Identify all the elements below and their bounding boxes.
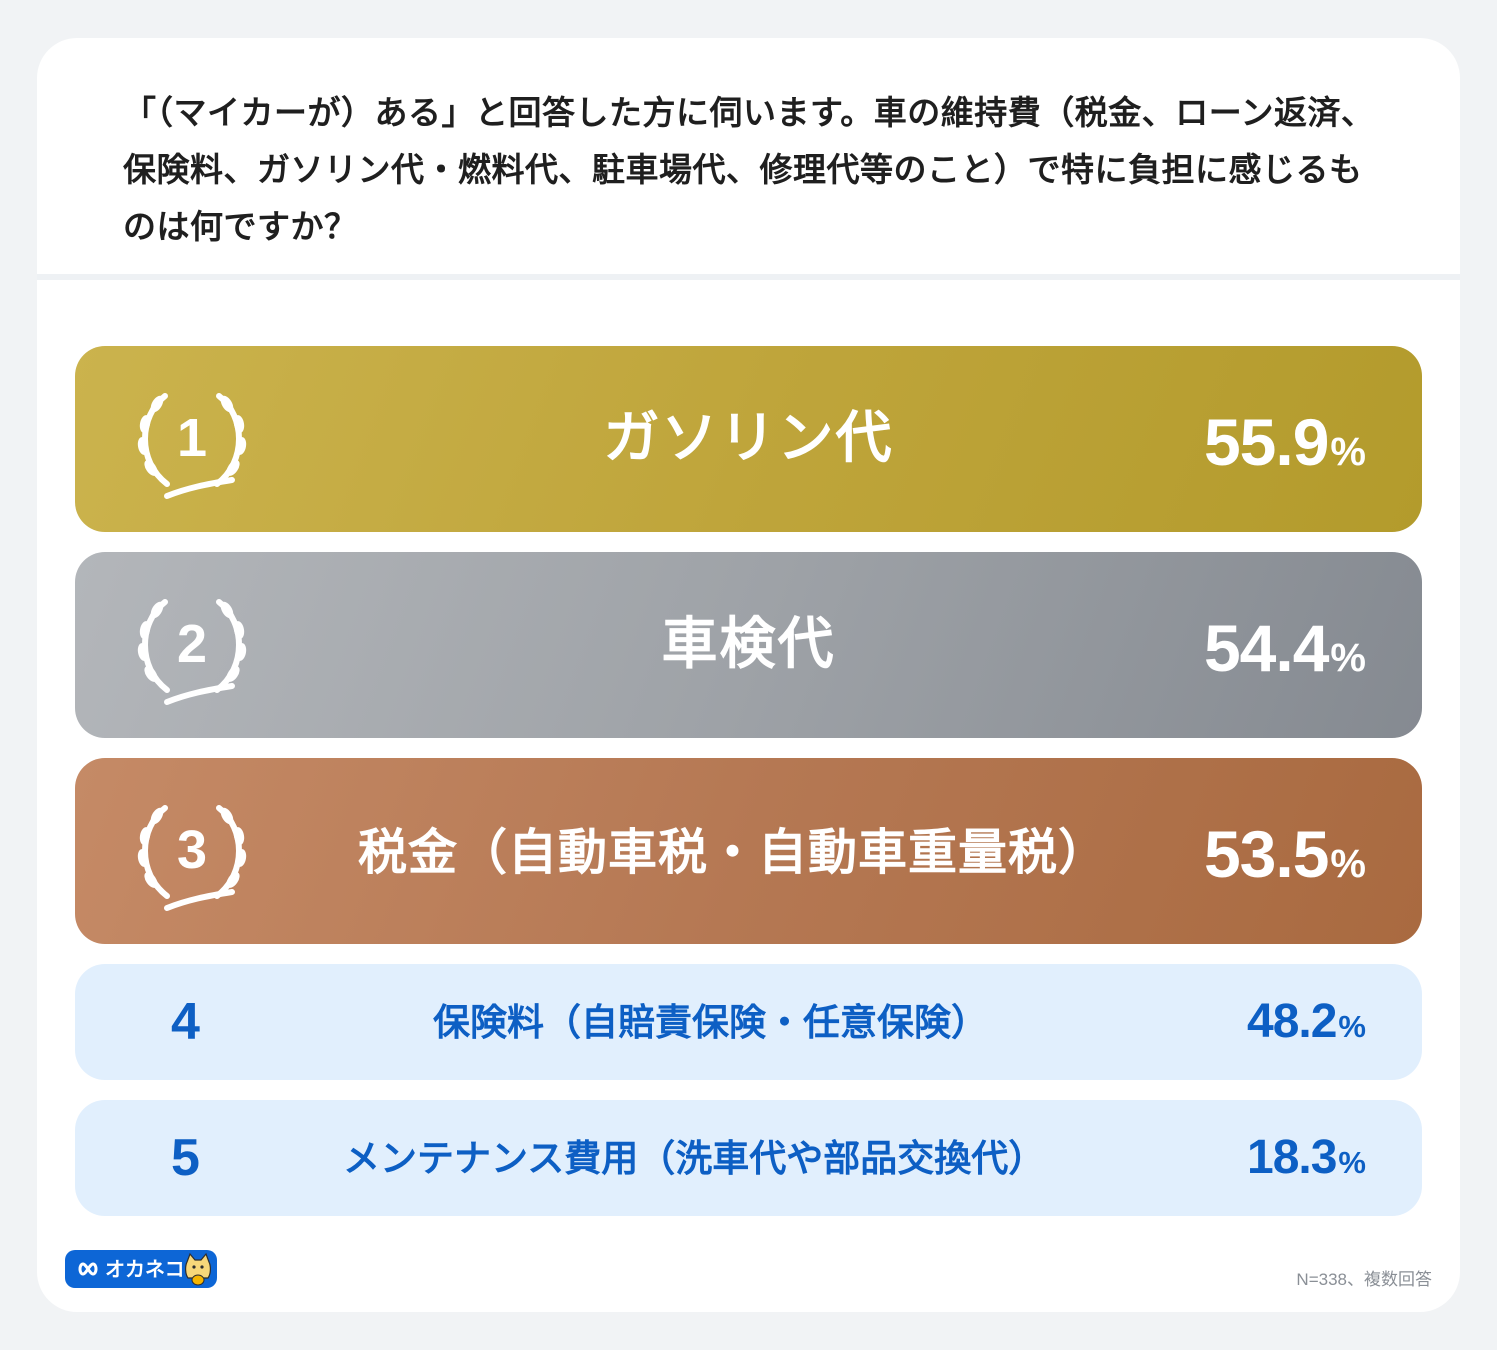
cat-mascot-icon bbox=[185, 1252, 211, 1286]
rank-item-label: ガソリン代 bbox=[603, 406, 894, 471]
percent-sign: % bbox=[1330, 430, 1366, 474]
percent-number: 18.3 bbox=[1247, 1131, 1337, 1184]
percent-sign: % bbox=[1338, 1145, 1366, 1180]
percent-sign: % bbox=[1330, 842, 1366, 886]
header-divider bbox=[37, 274, 1460, 280]
sample-note: N=338、複数回答 bbox=[1296, 1270, 1432, 1289]
laurel-wreath-icon: 3 bbox=[137, 805, 247, 911]
rank-percent-value: 48.2% bbox=[1247, 990, 1366, 1059]
rank-percent-value: 54.4% bbox=[1204, 610, 1366, 696]
rank-item-label: メンテナンス費用（洗車代や部品交換代） bbox=[343, 1137, 1046, 1180]
infographic-card: 「（マイカーが）ある」と回答した方に伺います。車の維持費（税金、ローン返済、保険… bbox=[37, 38, 1460, 1312]
rank-percent-value: 55.9% bbox=[1204, 404, 1366, 490]
question-title: 「（マイカーが）ある」と回答した方に伺います。車の維持費（税金、ローン返済、保険… bbox=[123, 93, 1375, 246]
rank-item-label: 税金（自動車税・自動車重量税） bbox=[357, 824, 1108, 881]
percent-number: 48.2 bbox=[1247, 995, 1337, 1048]
rank-row-5: 5 メンテナンス費用（洗車代や部品交換代） 18.3% bbox=[75, 1100, 1422, 1216]
rank-badge-number: 3 bbox=[177, 820, 207, 880]
rank-row-2: 2 車検代 54.4% bbox=[75, 552, 1422, 738]
rank-row-3: 3 税金（自動車税・自動車重量税） 53.5% bbox=[75, 758, 1422, 944]
percent-number: 54.4 bbox=[1203, 611, 1329, 685]
percent-number: 53.5 bbox=[1203, 817, 1329, 891]
rank-row-1: 1 ガソリン代 55.9% bbox=[75, 346, 1422, 532]
rank-row-4: 4 保険料（自賠責保険・任意保険） 48.2% bbox=[75, 964, 1422, 1080]
percent-sign: % bbox=[1338, 1009, 1366, 1044]
rank-item-label: 保険料（自賠責保険・任意保険） bbox=[433, 1001, 988, 1044]
logo-text: オカネコ bbox=[105, 1257, 185, 1281]
percent-number: 55.9 bbox=[1203, 405, 1329, 479]
rank-percent-value: 18.3% bbox=[1247, 1126, 1366, 1195]
rank-percent-value: 53.5% bbox=[1204, 816, 1366, 902]
laurel-wreath-icon: 2 bbox=[137, 599, 247, 705]
okaneko-logo: オカネコ bbox=[65, 1250, 217, 1288]
infinity-icon bbox=[78, 1262, 98, 1276]
rank-number: 4 bbox=[171, 993, 200, 1051]
rank-number: 5 bbox=[171, 1129, 200, 1187]
rank-badge-number: 1 bbox=[177, 408, 207, 468]
percent-sign: % bbox=[1330, 636, 1366, 680]
rank-badge-number: 2 bbox=[177, 614, 207, 674]
rank-item-label: 車検代 bbox=[661, 612, 836, 677]
laurel-wreath-icon: 1 bbox=[137, 393, 247, 499]
